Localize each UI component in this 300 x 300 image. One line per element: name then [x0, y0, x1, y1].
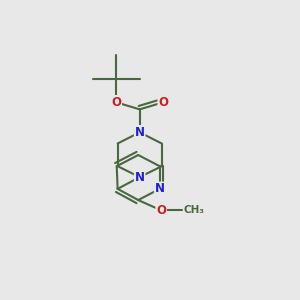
Text: O: O: [158, 96, 168, 109]
Text: O: O: [156, 204, 166, 217]
Text: N: N: [135, 171, 145, 184]
Text: O: O: [111, 96, 121, 109]
Text: CH₃: CH₃: [183, 206, 204, 215]
Text: N: N: [135, 126, 145, 139]
Text: N: N: [155, 182, 165, 195]
